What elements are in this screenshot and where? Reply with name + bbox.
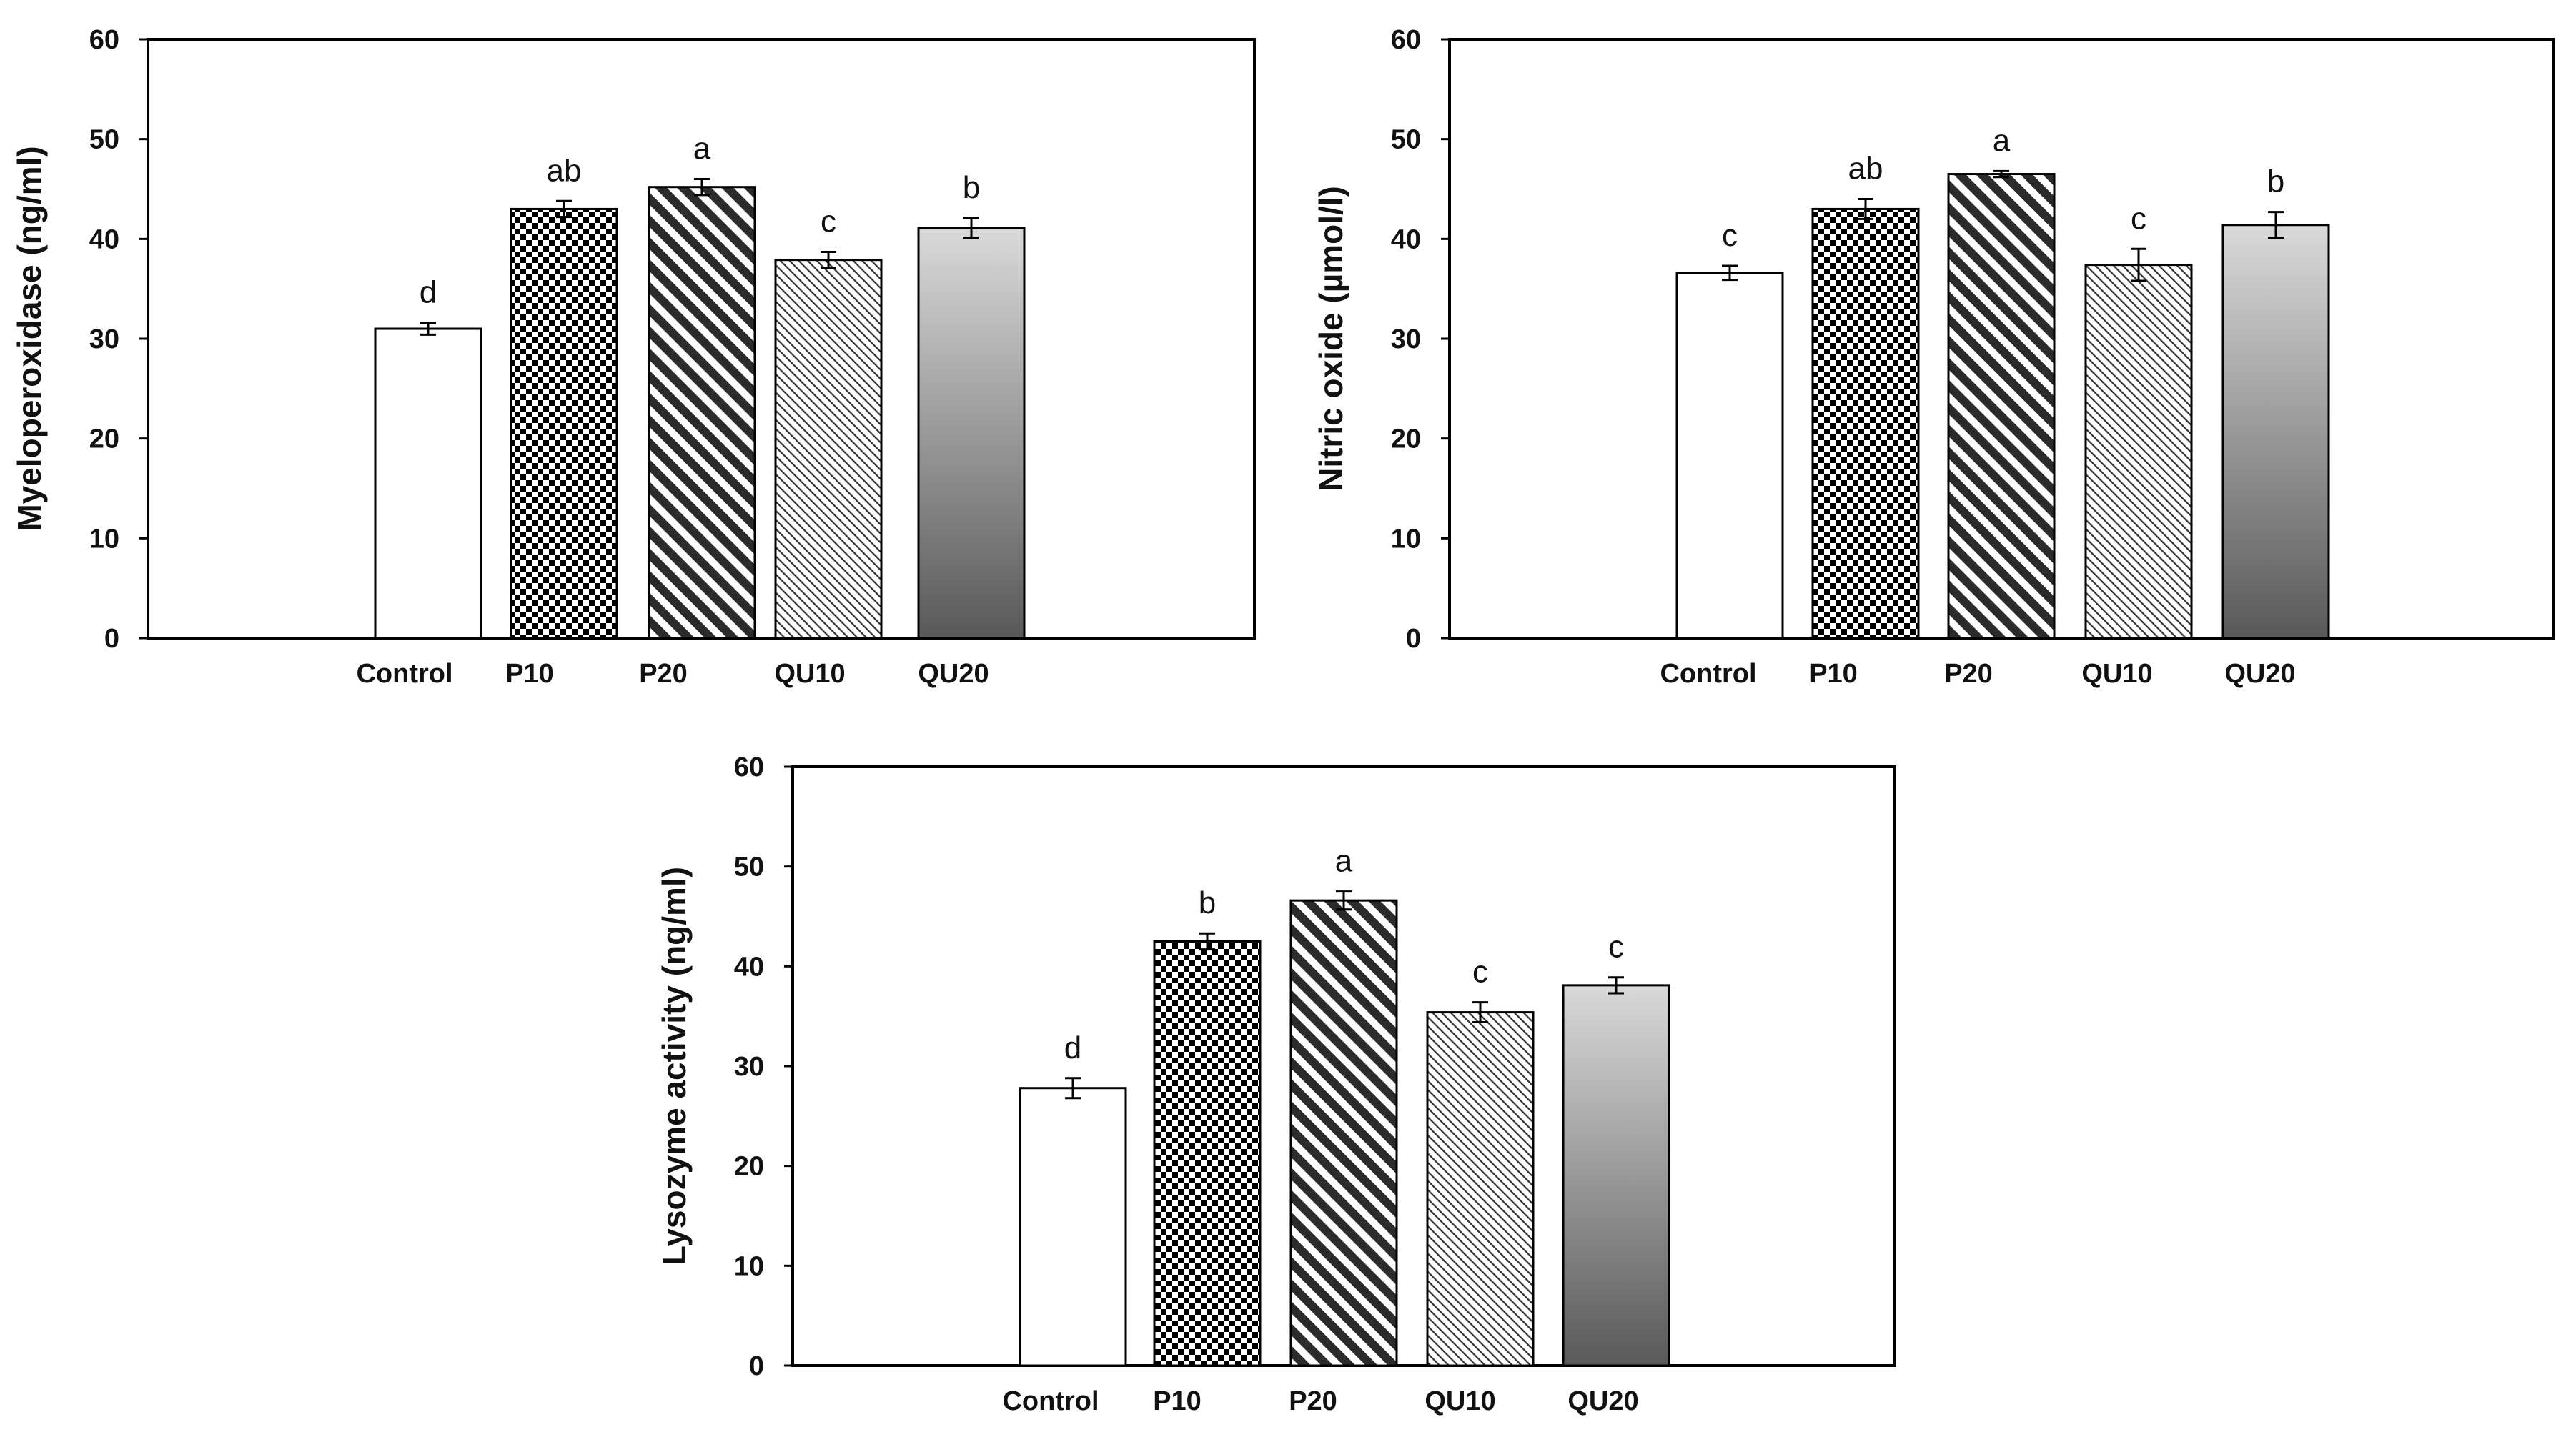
x-category-label: Control	[356, 659, 452, 689]
x-category-label: QU20	[2224, 659, 2295, 689]
bar-p20	[1289, 899, 1398, 1367]
significance-label: a	[693, 131, 711, 166]
significance-label: b	[2267, 164, 2284, 199]
significance-label: a	[1993, 123, 2011, 158]
y-tick-label: 40	[734, 952, 764, 982]
bar-control	[374, 327, 482, 640]
x-category-label: QU20	[1567, 1386, 1638, 1416]
significance-label: b	[963, 170, 980, 205]
y-tick-label: 40	[89, 224, 119, 254]
bar-control	[1019, 1087, 1127, 1367]
y-tick-label: 0	[104, 624, 119, 654]
y-tick-label: 20	[89, 424, 119, 454]
significance-label: c	[2131, 201, 2146, 236]
bar-qu20	[2221, 224, 2330, 640]
bar-p20	[1947, 173, 2056, 640]
y-tick-label: 30	[89, 324, 119, 354]
y-tick-label: 60	[1391, 25, 1421, 55]
y-tick-label: 50	[1391, 125, 1421, 155]
x-category-label: P20	[639, 659, 688, 689]
bar-qu10	[2084, 264, 2193, 640]
significance-label: d	[1064, 1030, 1081, 1065]
y-tick-label: 0	[1406, 624, 1421, 654]
x-category-label: QU20	[918, 659, 989, 689]
significance-label: c	[1608, 930, 1624, 965]
y-tick-label: 60	[734, 752, 764, 782]
y-tick-label: 50	[89, 125, 119, 155]
significance-label: a	[1335, 844, 1353, 879]
x-category-label: Control	[1002, 1386, 1099, 1416]
bar-qu20	[1562, 984, 1670, 1367]
x-category-label: QU10	[774, 659, 845, 689]
x-category-label: P20	[1289, 1386, 1337, 1416]
y-tick-label: 60	[89, 25, 119, 55]
bar-p20	[648, 186, 756, 640]
y-tick-label: 10	[734, 1251, 764, 1281]
x-category-label: Control	[1660, 659, 1756, 689]
y-tick-label: 10	[89, 524, 119, 554]
y-tick-label: 20	[734, 1152, 764, 1182]
significance-label: c	[1472, 955, 1488, 990]
bar-p10	[1811, 207, 1920, 640]
y-tick-label: 30	[1391, 324, 1421, 354]
bar-control	[1675, 272, 1784, 640]
y-tick-label: 10	[1391, 524, 1421, 554]
chart-panel-nitric-oxide: 0 10 20 30 40 50 60 Nitric oxide (µmol/l) c Contr…	[1312, 25, 2555, 689]
significance-label: ab	[547, 153, 582, 188]
y-tick-label: 0	[749, 1351, 764, 1381]
x-category-label: P10	[1809, 659, 1858, 689]
x-category-label: QU10	[1425, 1386, 1495, 1416]
bar-p10	[510, 207, 618, 640]
x-category-label: P20	[1944, 659, 1993, 689]
x-category-label: P10	[1153, 1386, 1202, 1416]
y-axis-label: Nitric oxide (µmol/l)	[1312, 186, 1349, 492]
y-tick-label: 20	[1391, 424, 1421, 454]
significance-label: b	[1199, 885, 1216, 920]
y-axis-label: Lysozyme activity (ng/ml)	[655, 867, 693, 1266]
chart-panel-lysozyme-activity: 0 10 20 30 40 50 60 Lysozyme activity (ng/ml) d C…	[655, 752, 1896, 1416]
significance-label: d	[420, 275, 437, 310]
x-category-label: P10	[505, 659, 554, 689]
bar-qu20	[917, 227, 1026, 640]
significance-label: c	[1722, 218, 1738, 253]
chart-panel-myeloperoxidase: 0 10 20 30 40 50 60 Myeloperoxidase (ng/ml) d Con…	[11, 25, 1256, 689]
significance-label: ab	[1848, 151, 1883, 186]
bar-qu10	[1426, 1011, 1535, 1367]
y-tick-label: 30	[734, 1052, 764, 1082]
y-tick-label: 50	[734, 852, 764, 882]
significance-label: c	[821, 204, 836, 239]
y-tick-label: 40	[1391, 224, 1421, 254]
x-category-label: QU10	[2081, 659, 2152, 689]
bar-qu10	[774, 259, 883, 640]
bar-p10	[1153, 940, 1262, 1367]
y-axis-label: Myeloperoxidase (ng/ml)	[11, 146, 48, 531]
